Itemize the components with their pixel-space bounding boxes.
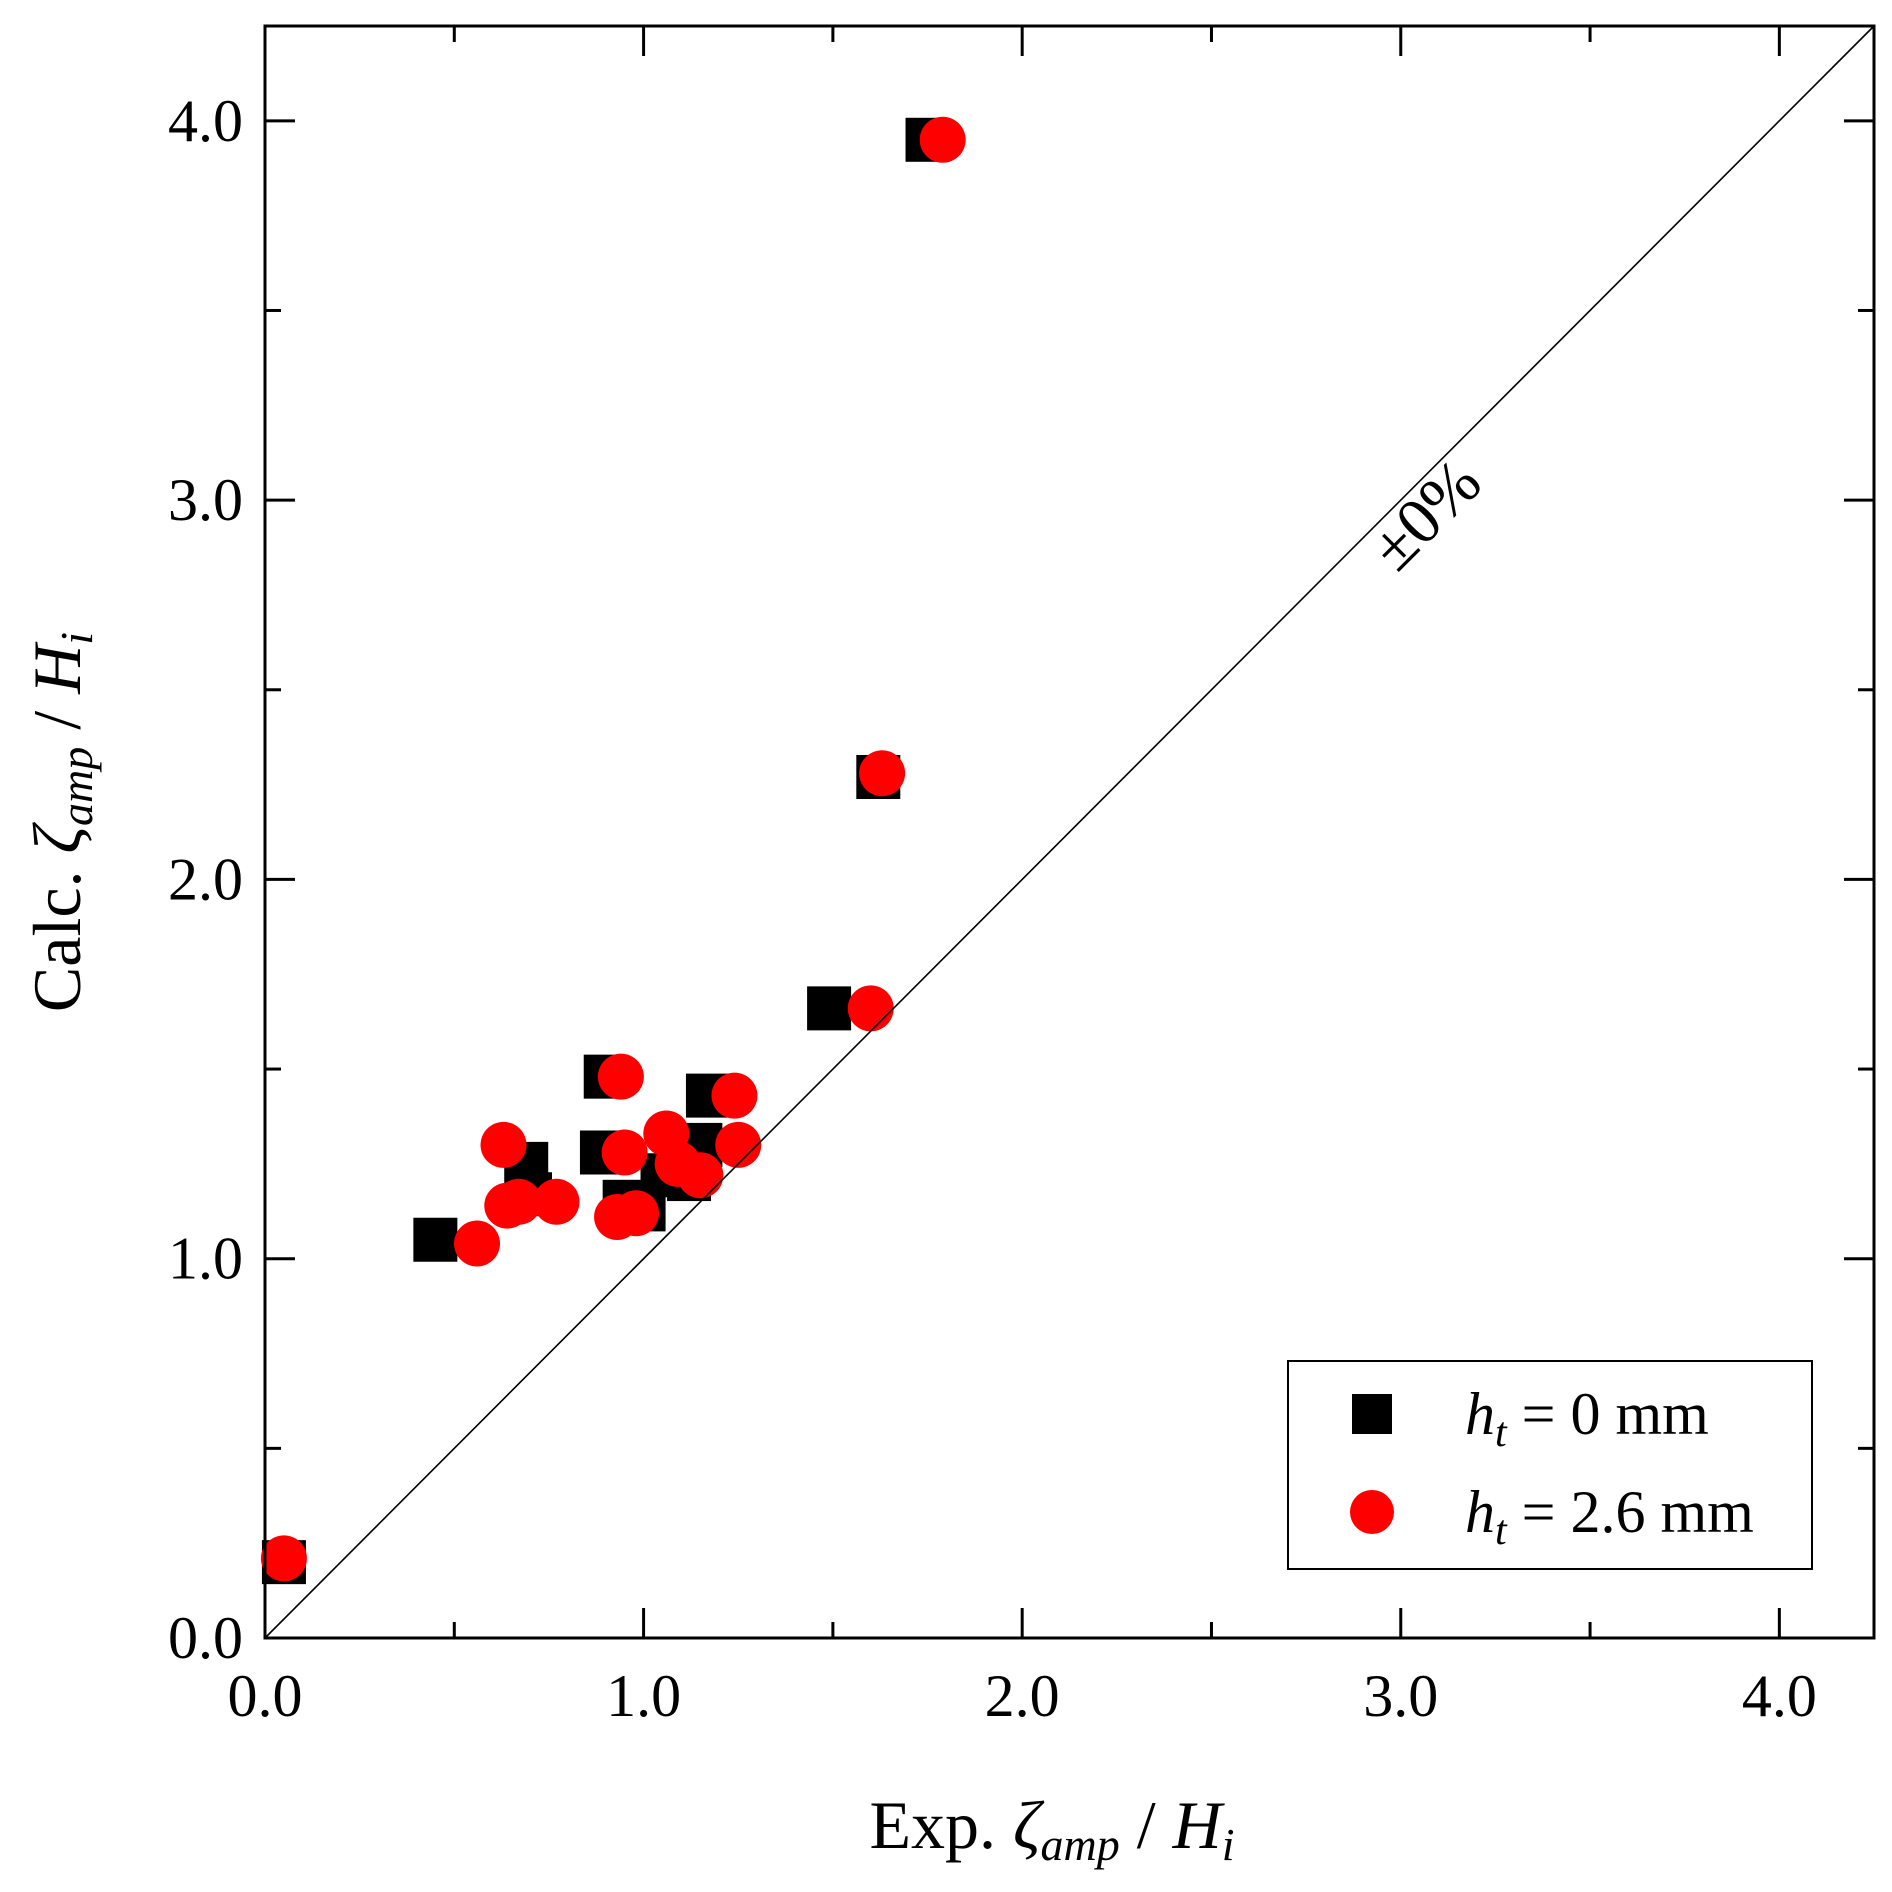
x-tick-label: 0.0 bbox=[228, 1663, 303, 1729]
series-1 bbox=[261, 117, 950, 1585]
data-point-circle bbox=[533, 1178, 580, 1225]
legend: ht = 0 mm ht = 2.6 mm bbox=[1287, 1360, 1813, 1570]
y-tick-label: 0.0 bbox=[168, 1605, 243, 1671]
legend-label-series-1: ht = 0 mm bbox=[1465, 1381, 1709, 1456]
data-point-square bbox=[807, 986, 852, 1031]
data-point-circle bbox=[711, 1072, 758, 1119]
y-tick-label: 2.0 bbox=[168, 846, 243, 912]
reference-line bbox=[264, 25, 1875, 1639]
x-tick-label: 2.0 bbox=[985, 1663, 1060, 1729]
data-point-circle bbox=[597, 1053, 644, 1100]
legend-label-series-2: ht = 2.6 mm bbox=[1465, 1479, 1754, 1554]
x-tick-label: 1.0 bbox=[606, 1663, 681, 1729]
data-point-circle bbox=[715, 1121, 762, 1168]
x-axis-title: Exp. ζamp / Hi bbox=[869, 1787, 1234, 1870]
data-point-circle bbox=[260, 1535, 307, 1582]
y-tick-label: 3.0 bbox=[168, 467, 243, 533]
data-point-circle bbox=[495, 1178, 542, 1225]
y-axis-title: Calc. ζamp / Hi bbox=[19, 632, 102, 1012]
data-point-circle bbox=[613, 1190, 660, 1237]
x-tick-label: 4.0 bbox=[1742, 1663, 1817, 1729]
data-points bbox=[260, 116, 966, 1585]
reference-line-label: ±0% bbox=[1356, 445, 1495, 584]
data-point-circle bbox=[859, 750, 906, 797]
legend-marker-circle bbox=[1350, 1490, 1394, 1534]
x-tick-label: 3.0 bbox=[1363, 1663, 1438, 1729]
legend-marker-square bbox=[1352, 1394, 1392, 1434]
plot-frame bbox=[263, 24, 1876, 1640]
y-tick-label: 1.0 bbox=[168, 1226, 243, 1292]
data-point-circle bbox=[480, 1121, 527, 1168]
series-2 bbox=[260, 116, 966, 1582]
data-point-circle bbox=[919, 116, 966, 163]
data-point-circle bbox=[847, 985, 894, 1032]
data-point-circle bbox=[677, 1152, 724, 1199]
axis-ticks: 0.0 1.0 2.0 3.0 4.0 0.0 1.0 2.0 3.0 4.0 bbox=[168, 26, 1874, 1729]
data-point-square bbox=[413, 1217, 458, 1262]
data-point-circle bbox=[601, 1129, 648, 1176]
data-point-circle bbox=[454, 1220, 501, 1267]
y-tick-label: 4.0 bbox=[168, 88, 243, 154]
